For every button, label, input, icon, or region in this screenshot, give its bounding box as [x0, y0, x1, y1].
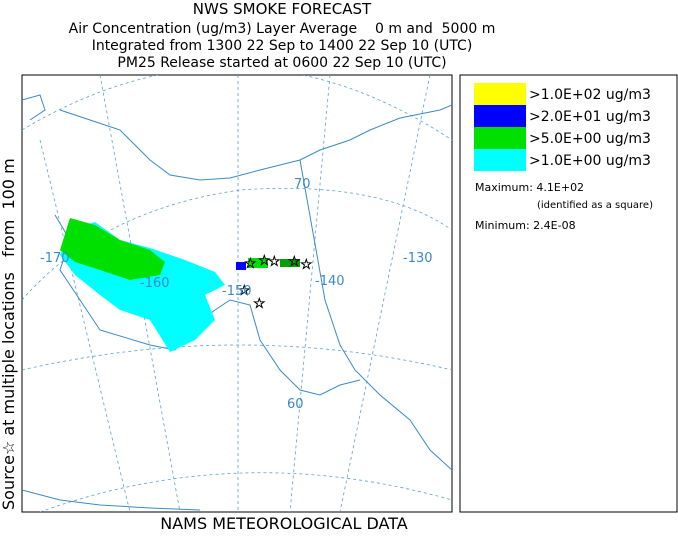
- side-label: Source☆ at multiple locations from 100 m: [0, 158, 18, 510]
- border: [299, 159, 452, 471]
- svg-text:☆: ☆: [300, 257, 313, 273]
- plume: [248, 258, 268, 268]
- grid-line: [22, 344, 452, 371]
- grid-line: [39, 472, 452, 512]
- subtitle: Air Concentration (ug/m3) Layer Average …: [69, 21, 496, 37]
- svg-text:☆: ☆: [268, 254, 281, 270]
- map-label: -140: [315, 274, 345, 289]
- grid-line: [339, 75, 431, 512]
- plume: [60, 218, 165, 280]
- map-label: 70: [294, 177, 311, 192]
- footer: NAMS METEOROLOGICAL DATA: [160, 514, 408, 532]
- plume: [280, 259, 300, 267]
- svg-text:☆: ☆: [253, 296, 266, 312]
- svg-text:☆: ☆: [238, 283, 251, 299]
- legend-label: >1.0E+00 ug/m3: [529, 153, 651, 169]
- legend-swatch: [474, 127, 526, 149]
- title: NWS SMOKE FORECAST: [193, 0, 372, 18]
- subtitle: PM25 Release started at 0600 22 Sep 10 (…: [117, 55, 446, 71]
- map-label: -160: [140, 276, 170, 291]
- sources: ☆ ☆☆ ☆ ☆☆☆: [238, 253, 313, 313]
- legend-swatch: [474, 105, 526, 127]
- legend: Maximum: 4.1E+02 (identified as a square…: [459, 74, 678, 513]
- grid-line: [22, 188, 452, 301]
- grid-line: [22, 75, 452, 141]
- map-label: 60: [287, 397, 304, 412]
- map-label: -170: [40, 251, 70, 266]
- legend-swatch: [474, 149, 526, 171]
- svg-text:☆: ☆: [244, 256, 257, 272]
- grid-line: [39, 139, 131, 512]
- minimum: Minimum: 2.4E-08: [475, 219, 576, 232]
- svg-text:☆: ☆: [258, 253, 271, 269]
- map-label: -130: [403, 251, 433, 266]
- map: ☆ ☆☆ ☆ ☆☆☆ -170 -160 -150 -140 -130 70 60: [21, 74, 453, 513]
- legend-label: >1.0E+02 ug/m3: [529, 87, 651, 103]
- coastline: [22, 489, 201, 511]
- maximum-note: (identified as a square): [537, 200, 653, 211]
- coastline: [54, 214, 361, 396]
- plume: [236, 262, 246, 270]
- coastline: [22, 94, 452, 181]
- map-frame: [21, 74, 453, 513]
- legend-swatch: [474, 83, 526, 105]
- subtitle: Integrated from 1300 22 Sep to 1400 22 S…: [92, 38, 473, 54]
- legend-label: >5.0E+00 ug/m3: [529, 131, 651, 147]
- map-label: -150: [222, 284, 252, 299]
- grid-line: [289, 75, 331, 512]
- legend-label: >2.0E+01 ug/m3: [529, 109, 651, 125]
- svg-text:☆: ☆: [288, 254, 301, 270]
- maximum: Maximum: 4.1E+02: [475, 181, 584, 194]
